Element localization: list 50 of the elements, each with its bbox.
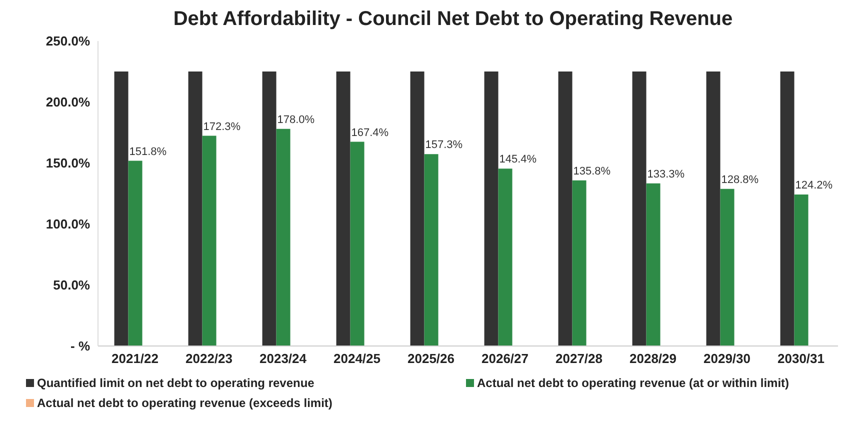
x-tick-label: 2027/28: [556, 351, 602, 366]
bar: [350, 142, 364, 346]
y-tick-label: 150.0%: [46, 156, 90, 171]
data-label: 145.4%: [499, 154, 537, 166]
data-label: 133.3%: [647, 168, 685, 180]
bar: [410, 72, 424, 346]
bar: [720, 188, 734, 346]
bar: [498, 168, 512, 346]
bar: [706, 72, 720, 346]
bar: [128, 160, 142, 346]
x-tick-label: 2026/27: [482, 351, 528, 366]
bar: [202, 136, 216, 346]
x-tick-label: 2023/24: [260, 351, 308, 366]
y-tick-label: 200.0%: [46, 94, 90, 110]
bar: [276, 128, 290, 346]
legend-label: Actual net debt to operating revenue (at or within limit): [477, 376, 790, 390]
chart-title: Debt Affordability - Council Net Debt to Operating Revenue: [172, 8, 734, 31]
bar: [188, 72, 202, 346]
data-label: 157.3%: [425, 139, 463, 152]
data-label: 135.8%: [573, 165, 611, 178]
bar: [646, 183, 660, 346]
x-tick-label: 2021/22: [112, 351, 158, 366]
data-label: 167.4%: [351, 126, 389, 139]
x-tick-label: 2024/25: [334, 351, 380, 366]
legend-label: Quantified limit on net debt to operating revenue: [37, 376, 314, 390]
bar: [114, 72, 128, 346]
bar: [262, 72, 276, 346]
x-tick-label: 2025/26: [408, 351, 454, 366]
bar: [558, 72, 572, 346]
data-label: 151.8%: [129, 146, 167, 158]
data-label: 128.8%: [721, 174, 759, 186]
x-tick-label: 2029/30: [704, 351, 750, 366]
bar: [572, 180, 586, 346]
y-tick-label: 100.0%: [46, 216, 90, 232]
x-tick-label: 2030/31: [778, 351, 824, 366]
x-tick-label: 2028/29: [630, 351, 676, 366]
y-tick-label: - %: [70, 338, 90, 354]
data-label: 178.0%: [277, 114, 315, 126]
y-tick-label: 250.0%: [46, 34, 90, 49]
x-tick-label: 2022/23: [186, 351, 232, 366]
data-label: 124.2%: [795, 179, 833, 192]
y-tick-label: 50.0%: [53, 278, 90, 293]
data-label: 172.3%: [203, 120, 241, 133]
legend-label: Actual net debt to operating revenue (exceeds limit): [37, 396, 332, 410]
bar: [780, 72, 794, 346]
bar: [424, 154, 438, 346]
bar: [336, 72, 350, 346]
bar: [632, 72, 646, 346]
bar: [484, 72, 498, 346]
bar: [794, 194, 808, 346]
